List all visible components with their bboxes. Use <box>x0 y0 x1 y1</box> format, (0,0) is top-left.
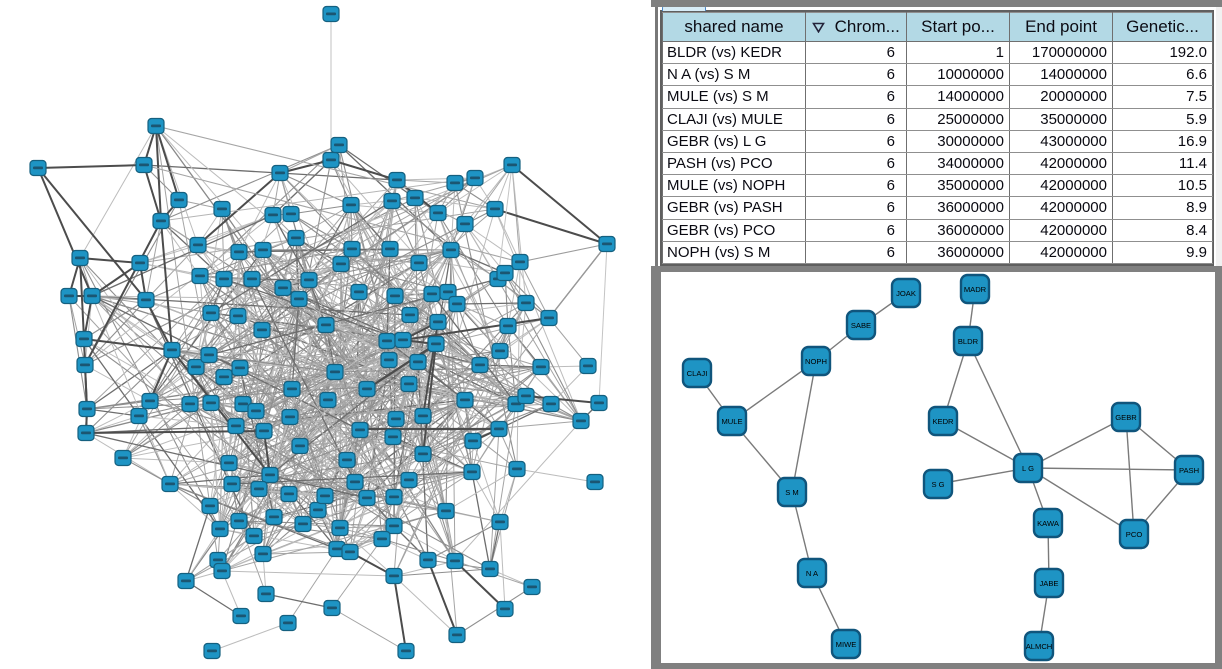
svg-text:ALMCH: ALMCH <box>1026 642 1053 651</box>
svg-text:L G: L G <box>1022 464 1034 473</box>
svg-text:MIWE: MIWE <box>836 640 857 649</box>
svg-text:CLAJI: CLAJI <box>687 369 708 378</box>
svg-text:NOPH: NOPH <box>805 357 827 366</box>
svg-text:KAWA: KAWA <box>1037 519 1060 528</box>
svg-text:GEBR: GEBR <box>1115 413 1137 422</box>
svg-text:BLDR: BLDR <box>958 337 979 346</box>
svg-text:SABE: SABE <box>851 321 871 330</box>
svg-text:PCO: PCO <box>1126 530 1143 539</box>
svg-text:KEDR: KEDR <box>932 417 954 426</box>
svg-text:MADR: MADR <box>964 285 987 294</box>
svg-text:JABE: JABE <box>1040 579 1059 588</box>
svg-text:JOAK: JOAK <box>896 289 916 298</box>
svg-text:MULE: MULE <box>721 417 742 426</box>
svg-text:S G: S G <box>931 480 944 489</box>
svg-text:PASH: PASH <box>1179 466 1199 475</box>
svg-text:S M: S M <box>785 488 799 497</box>
svg-text:N A: N A <box>806 569 819 578</box>
